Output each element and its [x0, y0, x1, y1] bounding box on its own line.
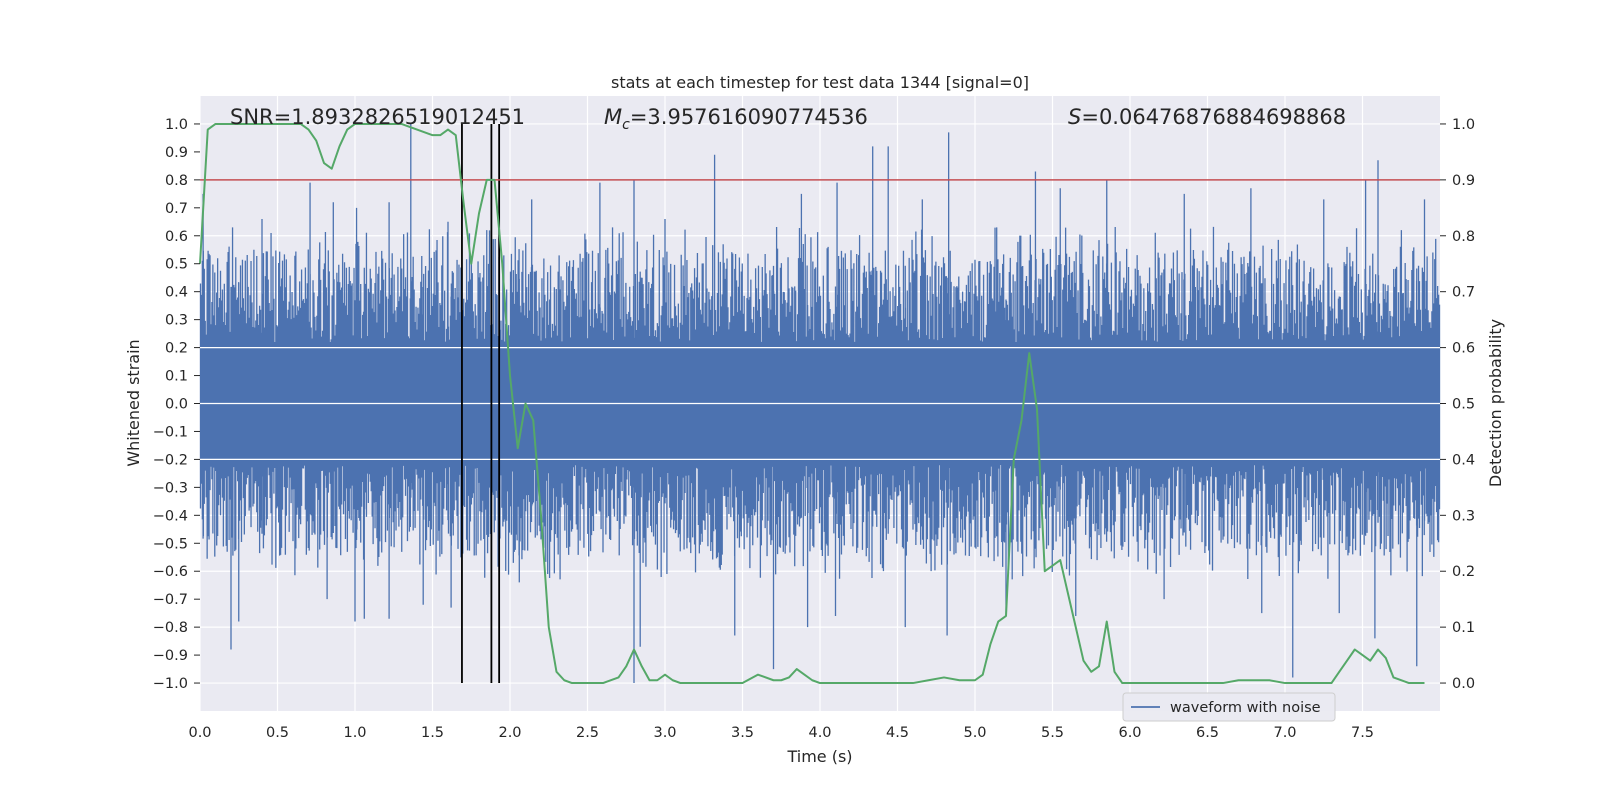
- y2-tick-label-3: 0.7: [1452, 285, 1475, 301]
- s-annotation: S=0.06476876884698868: [1068, 105, 1346, 129]
- y-tick-label-9: 0.1: [165, 369, 188, 385]
- legend: waveform with noise: [1122, 692, 1336, 722]
- y-tick-label-5: 0.5: [165, 257, 188, 273]
- s-value: =0.06476876884698868: [1081, 105, 1346, 129]
- y2-tick-label-2: 0.8: [1452, 229, 1475, 245]
- y2-axis-ticks: 1.0 0.9 0.8 0.7 0.6 0.5 0.4 0.3 0.2 0.1 0.0: [1440, 117, 1475, 692]
- y-axis-label: Whitened strain: [124, 339, 143, 466]
- x-axis-label: Time (s): [786, 747, 852, 766]
- mc-subscript: c: [622, 117, 630, 133]
- y2-tick-label-0: 1.0: [1452, 117, 1475, 133]
- chart-title: stats at each timestep for test data 134…: [611, 73, 1029, 92]
- x-axis-ticks: 0.0 0.5 1.0 1.5 2.0 2.5 3.0 3.5 4.0 4.5 5.0 5.5 6.0 6…: [188, 725, 1374, 741]
- x-tick-label-9: 4.5: [886, 725, 909, 741]
- x-tick-label-13: 6.5: [1196, 725, 1219, 741]
- y-tick-label-2: 0.8: [165, 173, 188, 189]
- x-tick-label-11: 5.5: [1041, 725, 1064, 741]
- y2-tick-label-6: 0.4: [1452, 452, 1475, 468]
- y-tick-label-14: −0.4: [153, 508, 188, 524]
- y-tick-label-15: −0.5: [153, 536, 188, 552]
- legend-label-waveform: waveform with noise: [1170, 700, 1321, 716]
- x-tick-label-2: 1.0: [343, 725, 366, 741]
- mc-annotation: Mc=3.957616090774536: [604, 105, 868, 133]
- y-tick-label-6: 0.4: [165, 285, 188, 301]
- x-tick-label-0: 0.0: [188, 725, 211, 741]
- x-tick-label-3: 1.5: [421, 725, 444, 741]
- y-tick-label-0: 1.0: [165, 117, 188, 133]
- y-tick-label-10: 0.0: [165, 397, 188, 413]
- y-tick-label-7: 0.3: [165, 313, 188, 329]
- snr-annotation: SNR=1.8932826519012451: [230, 105, 525, 129]
- y-tick-label-4: 0.6: [165, 229, 188, 245]
- x-tick-label-12: 6.0: [1118, 725, 1141, 741]
- y2-tick-label-9: 0.1: [1452, 620, 1475, 636]
- y2-tick-label-7: 0.3: [1452, 508, 1475, 524]
- y2-tick-label-10: 0.0: [1452, 676, 1475, 692]
- x-tick-label-5: 2.5: [576, 725, 599, 741]
- probability-series: [199, 122, 1425, 685]
- y-tick-label-20: −1.0: [153, 676, 188, 692]
- vertical-markers: [461, 123, 501, 684]
- y2-tick-label-5: 0.5: [1452, 397, 1475, 413]
- x-tick-label-14: 7.0: [1273, 725, 1296, 741]
- x-tick-label-10: 5.0: [963, 725, 986, 741]
- probability-line: [199, 122, 1425, 685]
- waveform-series: [199, 123, 1441, 684]
- x-tick-label-8: 4.0: [808, 725, 831, 741]
- x-tick-label-4: 2.0: [498, 725, 521, 741]
- x-tick-label-6: 3.0: [653, 725, 676, 741]
- y-tick-label-11: −0.1: [153, 424, 188, 440]
- y2-axis-label: Detection probability: [1486, 319, 1505, 487]
- y-tick-label-16: −0.6: [153, 564, 188, 580]
- s-symbol: S: [1068, 105, 1081, 129]
- y-tick-label-13: −0.3: [153, 480, 188, 496]
- mc-symbol: M: [604, 105, 622, 129]
- x-tick-label-7: 3.5: [731, 725, 754, 741]
- y-tick-label-19: −0.9: [153, 648, 188, 664]
- y-tick-label-1: 0.9: [165, 145, 188, 161]
- x-tick-label-1: 0.5: [266, 725, 289, 741]
- y-tick-label-8: 0.2: [165, 341, 188, 357]
- mc-value: =3.957616090774536: [630, 105, 868, 129]
- y-axis-ticks: 1.0 0.9 0.8 0.7 0.6 0.5 0.4 0.3 0.2 0.1 0.0 −0.1 −0.…: [153, 117, 200, 692]
- y2-tick-label-1: 0.9: [1452, 173, 1475, 189]
- y-tick-label-12: −0.2: [153, 452, 188, 468]
- legend-box: [1122, 692, 1336, 722]
- y2-tick-label-8: 0.2: [1452, 564, 1475, 580]
- y2-tick-label-4: 0.6: [1452, 341, 1475, 357]
- x-tick-label-15: 7.5: [1351, 725, 1374, 741]
- y-tick-label-18: −0.8: [153, 620, 188, 636]
- y-tick-label-3: 0.7: [165, 201, 188, 217]
- y-tick-label-17: −0.7: [153, 592, 188, 608]
